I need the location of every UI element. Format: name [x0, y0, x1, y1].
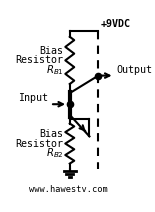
Text: Bias: Bias	[40, 46, 64, 56]
Text: $R_{B1}$: $R_{B1}$	[46, 63, 64, 77]
Text: Bias: Bias	[40, 129, 64, 139]
Text: Input: Input	[18, 93, 48, 103]
Text: +9VDC: +9VDC	[100, 19, 130, 29]
Text: $R_{B2}$: $R_{B2}$	[46, 146, 64, 160]
Text: Output: Output	[116, 65, 152, 75]
Text: www.hawestv.com: www.hawestv.com	[29, 185, 108, 194]
Text: Resistor: Resistor	[16, 55, 64, 65]
Text: Resistor: Resistor	[16, 139, 64, 149]
